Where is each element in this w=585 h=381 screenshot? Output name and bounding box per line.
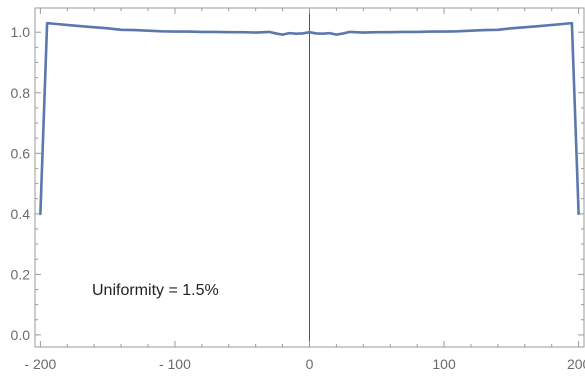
uniformity-annotation: Uniformity = 1.5%	[92, 282, 219, 299]
y-tick-label: 1.0	[11, 24, 31, 40]
x-tick-label: 0	[306, 356, 314, 372]
x-tick-label: - 100	[159, 356, 191, 372]
x-tick-label: - 200	[24, 356, 56, 372]
x-tick-label: 200	[567, 356, 585, 372]
y-tick-label: 0.6	[11, 145, 31, 161]
y-tick-label: 0.0	[11, 327, 31, 343]
y-tick-label: 0.8	[11, 85, 31, 101]
y-tick-label: 0.2	[11, 266, 31, 282]
series-line	[39, 21, 580, 216]
x-tick-label: 100	[432, 356, 456, 372]
y-tick-label: 0.4	[11, 206, 31, 222]
